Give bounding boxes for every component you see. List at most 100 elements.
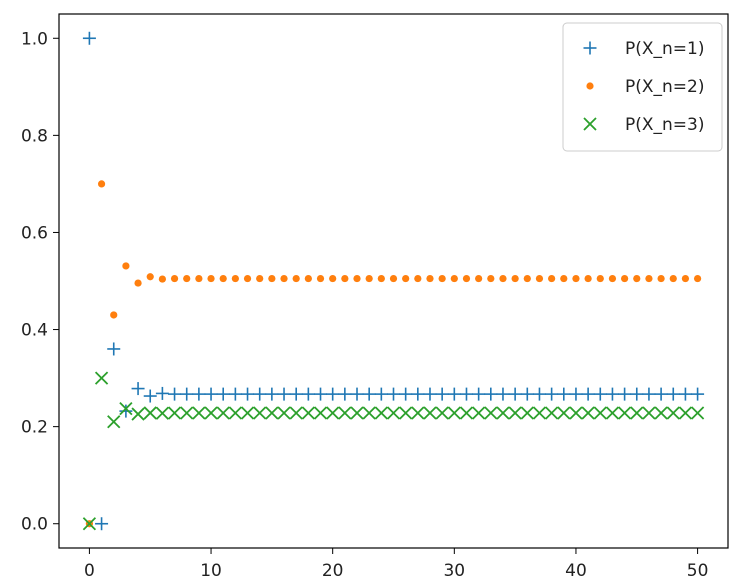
data-point (204, 387, 218, 401)
data-point (475, 274, 483, 283)
data-point (496, 406, 510, 420)
data-point (581, 387, 595, 401)
data-point (462, 274, 471, 283)
data-point (192, 406, 206, 420)
data-point (630, 387, 644, 401)
data-point (548, 274, 556, 283)
data-point (389, 274, 398, 283)
data-point (82, 517, 97, 531)
data-point (253, 387, 267, 401)
data-point (289, 406, 303, 420)
data-point (520, 387, 534, 401)
data-point (386, 406, 401, 420)
data-point (167, 406, 182, 420)
data-point (277, 406, 291, 420)
data-point (496, 387, 510, 401)
data-point (122, 262, 130, 270)
legend-box (562, 22, 723, 152)
data-point (316, 274, 325, 283)
data-point (168, 387, 182, 401)
data-point (338, 387, 352, 401)
data-point (508, 406, 522, 420)
data-point (131, 382, 145, 396)
data-point (423, 406, 437, 420)
x-tick-label: 10 (200, 561, 222, 581)
legend-entry: P(X_n=2) (586, 77, 705, 97)
data-point (216, 406, 230, 420)
legend: P(X_n=1) P(X_n=2) P(X_n=3) (562, 22, 723, 152)
data-point (110, 311, 118, 319)
data-point (435, 387, 449, 401)
data-point (374, 387, 388, 401)
data-point (180, 406, 194, 420)
data-point (435, 406, 449, 420)
data-point (155, 406, 170, 420)
data-point (438, 274, 446, 283)
data-point (532, 387, 546, 401)
data-point (630, 406, 644, 420)
data-point (207, 274, 215, 283)
data-point (618, 387, 632, 401)
data-point (678, 387, 692, 401)
data-point (450, 274, 458, 283)
y-tick-label: 0.4 (21, 321, 48, 341)
data-point (544, 406, 559, 420)
data-point (596, 274, 604, 283)
data-point (143, 406, 157, 420)
data-point (399, 406, 413, 420)
y-axis: 0.0 0.2 0.4 0.6 0.8 1.0 (21, 29, 59, 535)
data-point (484, 387, 498, 401)
data-point (362, 387, 376, 401)
data-point (362, 406, 376, 420)
data-point (402, 274, 410, 283)
legend-label: P(X_n=2) (625, 77, 705, 97)
data-point (107, 415, 121, 429)
data-point (350, 406, 364, 420)
data-point (569, 387, 583, 401)
y-tick-label: 0.8 (21, 126, 48, 146)
legend-label: P(X_n=3) (625, 115, 705, 135)
chart-marks (82, 31, 705, 531)
data-point (95, 517, 109, 531)
data-point (253, 406, 267, 420)
data-point (572, 274, 580, 283)
data-point (314, 387, 328, 401)
data-point (204, 406, 218, 420)
data-point (691, 387, 705, 401)
data-point (256, 274, 264, 283)
data-point (170, 274, 179, 283)
x-tick-label: 30 (443, 561, 465, 581)
data-point (459, 387, 473, 401)
data-point (399, 387, 413, 401)
data-point (508, 387, 522, 401)
legend-entry: P(X_n=1) (583, 39, 705, 59)
data-point (377, 274, 385, 283)
legend-marker (583, 41, 597, 55)
data-point (243, 274, 252, 283)
data-point (499, 274, 507, 283)
data-point (119, 402, 133, 416)
data-point (265, 406, 279, 420)
legend-entry: P(X_n=3) (583, 115, 705, 135)
data-point (411, 387, 425, 401)
data-point (338, 406, 352, 420)
data-point (289, 387, 303, 401)
series-3 (82, 371, 705, 531)
y-tick-label: 0.0 (21, 515, 48, 535)
data-point (94, 371, 109, 385)
data-point (654, 406, 668, 420)
data-point (569, 406, 583, 420)
data-point (593, 387, 607, 401)
data-point (277, 387, 291, 401)
data-point (642, 406, 656, 420)
data-point (690, 406, 705, 420)
data-point (693, 274, 702, 283)
data-point (192, 387, 206, 401)
data-point (657, 274, 665, 283)
data-point (301, 387, 315, 401)
series-2 (85, 180, 702, 528)
x-axis: 0 10 20 30 40 50 (84, 548, 708, 581)
data-point (584, 274, 592, 283)
data-point (119, 404, 133, 418)
data-point (219, 274, 227, 283)
